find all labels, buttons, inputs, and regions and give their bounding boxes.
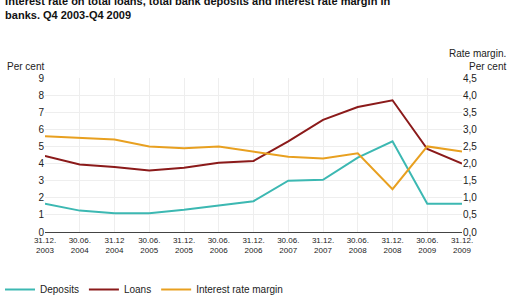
- svg-text:2: 2: [38, 192, 44, 203]
- svg-text:0,5: 0,5: [463, 209, 477, 220]
- svg-text:7: 7: [38, 107, 44, 118]
- svg-text:Deposits: Deposits: [40, 284, 79, 295]
- svg-text:2,5: 2,5: [463, 141, 477, 152]
- svg-text:4,5: 4,5: [463, 73, 477, 84]
- svg-text:8: 8: [38, 90, 44, 101]
- svg-text:30.06.2009: 30.06.2009: [416, 236, 438, 255]
- svg-text:31.12.2008: 31.12.2008: [381, 236, 403, 255]
- svg-text:2,0: 2,0: [463, 158, 477, 169]
- svg-text:3,5: 3,5: [463, 107, 477, 118]
- svg-text:3,0: 3,0: [463, 124, 477, 135]
- svg-text:Per cent: Per cent: [7, 61, 44, 72]
- svg-text:30.06.2006: 30.06.2006: [208, 236, 230, 255]
- svg-text:30.06.2008: 30.06.2008: [347, 236, 369, 255]
- svg-text:4: 4: [38, 158, 44, 169]
- svg-text:Interest rate margin: Interest rate margin: [196, 284, 283, 295]
- svg-text:1,5: 1,5: [463, 175, 477, 186]
- svg-text:31.12.2006: 31.12.2006: [242, 236, 264, 255]
- svg-text:31.12.2009: 31.12.2009: [451, 236, 473, 255]
- svg-text:Loans: Loans: [124, 284, 151, 295]
- svg-text:31.12.2003: 31.12.2003: [34, 236, 56, 255]
- svg-text:31.12.2007: 31.12.2007: [312, 236, 334, 255]
- svg-text:4,0: 4,0: [463, 90, 477, 101]
- svg-text:0: 0: [38, 227, 44, 238]
- svg-text:31.12.2005: 31.12.2005: [173, 236, 195, 255]
- svg-text:6: 6: [38, 124, 44, 135]
- svg-text:3: 3: [38, 175, 44, 186]
- svg-text:5: 5: [38, 141, 44, 152]
- svg-text:31.122004: 31.122004: [104, 236, 125, 255]
- svg-text:Interest rate on total loans,: Interest rate on total loans, total bank…: [5, 0, 390, 21]
- svg-text:0,0: 0,0: [463, 227, 477, 238]
- svg-text:30.06.2005: 30.06.2005: [138, 236, 160, 255]
- svg-text:1,0: 1,0: [463, 192, 477, 203]
- svg-text:9: 9: [38, 73, 44, 84]
- svg-text:30.06.2004: 30.06.2004: [69, 236, 91, 255]
- svg-text:30.06.2007: 30.06.2007: [277, 236, 299, 255]
- svg-text:1: 1: [38, 209, 44, 220]
- svg-text:Rate margin.Per cent: Rate margin.Per cent: [449, 48, 506, 72]
